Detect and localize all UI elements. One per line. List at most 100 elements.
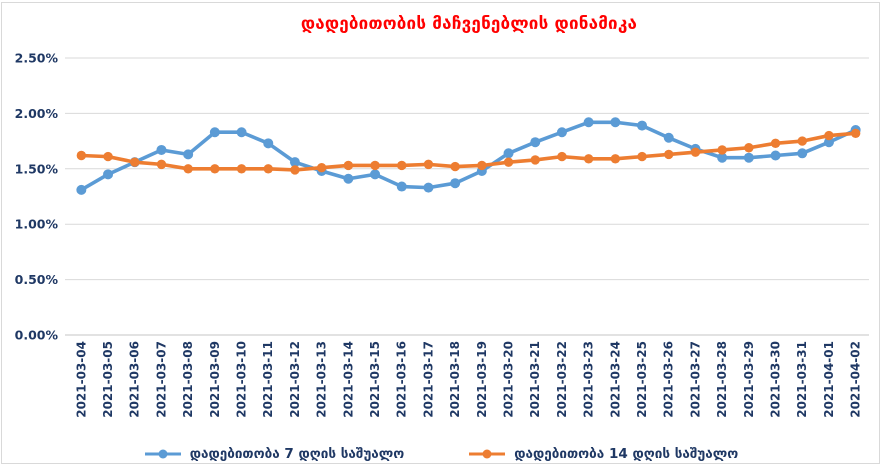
x-axis-label: 2021-03-08	[181, 341, 195, 418]
series-marker-14day	[316, 162, 327, 173]
series-marker-7day	[236, 127, 247, 138]
series-line-7day	[79, 120, 858, 192]
x-axis-label: 2021-03-07	[154, 341, 168, 418]
series-marker-14day	[210, 164, 220, 174]
x-axis-label: 2021-03-14	[341, 341, 355, 418]
series-marker-7day	[743, 152, 754, 163]
series-marker-14day	[797, 136, 807, 146]
series-marker-14day	[450, 161, 460, 172]
x-axis-label: 2021-03-19	[475, 341, 489, 418]
x-axis-label: 2021-03-29	[742, 341, 756, 418]
series-marker-14day	[850, 128, 861, 139]
y-axis-label: 1.50%	[15, 161, 59, 176]
y-axis-label: 2.50%	[15, 51, 59, 66]
series-marker-14day	[183, 164, 193, 174]
x-axis-label: 2021-03-20	[502, 341, 516, 418]
x-axis-label: 2021-03-21	[528, 341, 542, 418]
series-marker-14day	[610, 154, 621, 164]
series-marker-14day	[744, 143, 754, 153]
series-marker-14day	[770, 138, 781, 149]
x-axis-label: 2021-03-28	[715, 341, 729, 418]
series-marker-7day	[583, 117, 594, 128]
chart-title: დადებითობის მაჩვენებლის დინამიკა	[300, 14, 638, 34]
x-axis-label: 2021-03-24	[608, 341, 622, 418]
legend-item-7day: დადებითობა 7 დღის საშუალო	[144, 446, 405, 462]
series-marker-7day	[610, 117, 621, 128]
series-marker-14day	[690, 147, 701, 157]
series-marker-7day	[530, 137, 541, 148]
x-axis-label: 2021-03-11	[261, 341, 275, 418]
y-axis-label: 0.00%	[15, 328, 59, 343]
series-marker-14day	[343, 160, 354, 171]
x-axis-label: 2021-03-30	[769, 341, 783, 418]
series-marker-7day	[423, 182, 434, 193]
series-marker-7day	[556, 127, 567, 138]
y-axis-label: 1.00%	[15, 217, 59, 232]
series-marker-7day	[770, 150, 781, 161]
series-marker-7day	[76, 184, 87, 195]
legend-line-marker-icon	[469, 449, 506, 459]
series-marker-7day	[183, 149, 194, 160]
series-marker-7day	[209, 127, 220, 138]
x-axis-label: 2021-03-05	[101, 341, 115, 418]
series-marker-7day	[103, 169, 114, 180]
x-axis-label: 2021-03-26	[662, 341, 676, 418]
series-marker-14day	[397, 160, 407, 171]
series-marker-7day	[343, 173, 354, 184]
series-marker-14day	[236, 164, 247, 174]
series-marker-14day	[557, 151, 567, 162]
series-marker-14day	[156, 159, 167, 170]
x-axis-label: 2021-03-18	[448, 341, 462, 418]
x-axis-label: 2021-03-04	[74, 341, 88, 418]
legend-line-marker-icon	[144, 449, 181, 459]
series-marker-14day	[824, 130, 834, 141]
series-marker-7day	[717, 152, 728, 163]
series-marker-14day	[103, 151, 113, 162]
series-marker-7day	[263, 138, 274, 149]
series-marker-14day	[530, 155, 540, 165]
x-axis-label: 2021-03-13	[315, 341, 329, 418]
legend-label: დადებითობა 7 დღის საშუალო	[189, 446, 405, 462]
series-marker-14day	[423, 159, 434, 170]
series-marker-7day	[450, 178, 461, 189]
series-marker-7day	[823, 137, 834, 148]
series-marker-14day	[76, 150, 87, 161]
series-marker-7day	[156, 144, 167, 155]
x-axis-label: 2021-03-12	[288, 341, 302, 418]
x-axis-label: 2021-03-06	[128, 341, 142, 418]
x-axis-label: 2021-03-17	[421, 341, 435, 418]
chart-legend: დადებითობა 7 დღის საშუალო დადებითობა 14 დ…	[0, 446, 882, 462]
series-marker-14day	[130, 157, 140, 167]
series-marker-14day	[263, 164, 273, 174]
legend-label: დადებითობა 14 დღის საშუალო	[514, 446, 739, 462]
x-axis-label: 2021-03-15	[368, 341, 382, 418]
series-marker-7day	[797, 148, 808, 159]
x-axis-label: 2021-03-10	[235, 341, 249, 418]
x-axis-label: 2021-03-27	[688, 341, 702, 418]
x-axis-label: 2021-03-09	[208, 341, 222, 418]
series-marker-14day	[477, 160, 487, 171]
series-marker-7day	[663, 132, 674, 143]
x-axis-label: 2021-03-23	[582, 341, 596, 418]
x-axis-label: 2021-04-01	[822, 341, 836, 418]
series-marker-14day	[583, 154, 594, 164]
legend-item-14day: დადებითობა 14 დღის საშუალო	[468, 446, 738, 462]
x-axis-label: 2021-03-25	[635, 341, 649, 418]
y-axis-label: 0.50%	[15, 272, 59, 287]
series-marker-7day	[289, 157, 300, 168]
series-marker-14day	[637, 151, 647, 162]
series-marker-14day	[664, 149, 674, 160]
series-marker-14day	[717, 145, 727, 155]
series-marker-7day	[370, 169, 381, 180]
series-marker-14day	[503, 157, 514, 167]
series-marker-7day	[396, 181, 407, 192]
series-line-14day	[79, 131, 858, 172]
x-axis-label: 2021-04-02	[849, 341, 863, 418]
series-marker-14day	[370, 160, 380, 171]
series-marker-14day	[290, 165, 300, 175]
x-axis-label: 2021-03-31	[795, 341, 809, 418]
x-axis-label: 2021-03-22	[555, 341, 569, 418]
y-axis-label: 2.00%	[15, 106, 59, 121]
x-axis-label: 2021-03-16	[395, 341, 409, 418]
